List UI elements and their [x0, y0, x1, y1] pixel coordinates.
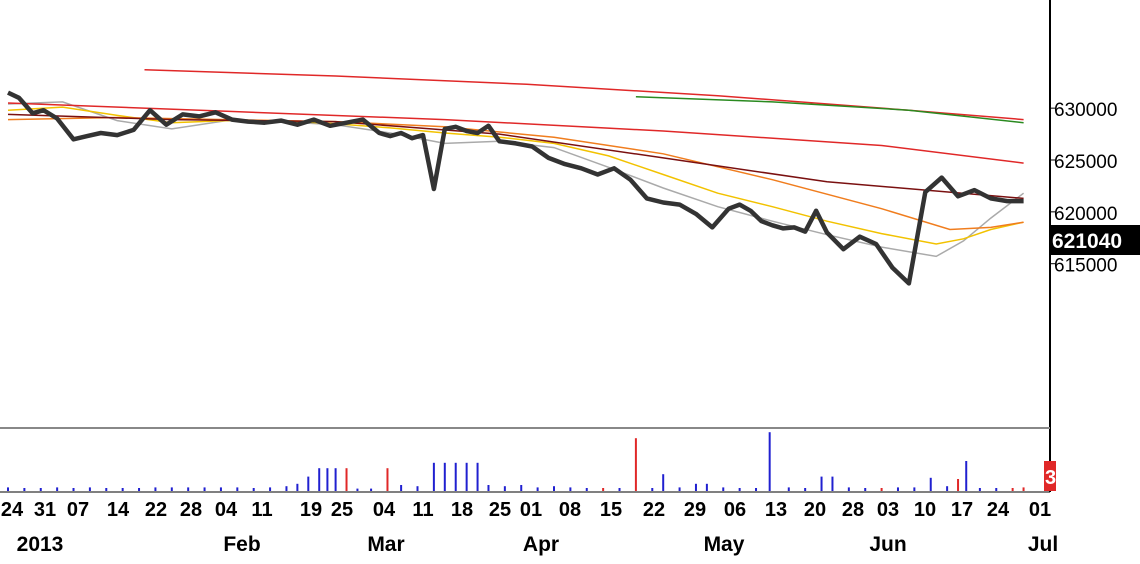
- last-price-box: [1050, 225, 1140, 255]
- volume-badge: 3: [1044, 461, 1056, 491]
- date-tick-label: 10: [914, 499, 936, 521]
- date-tick-label: 19: [300, 499, 322, 521]
- month-label: Jun: [869, 533, 906, 556]
- price-line: [7, 90, 1024, 286]
- date-tick-label: 11: [412, 499, 433, 521]
- month-label: Jul: [1028, 533, 1058, 556]
- moving-average-line-7: [635, 95, 1024, 124]
- price-tick-label: 625000: [1054, 152, 1117, 173]
- moving-average-line-3: [7, 116, 1024, 231]
- date-tick-label: 24: [1, 499, 24, 521]
- last-price-label: 621040: [1052, 230, 1122, 253]
- volume-badge-box: [1044, 461, 1056, 491]
- date-tick-labels: 24 31 07 14 22 28 04 11 19 25 04 11 18 25 01 08 15 22 29 06…: [1, 499, 1051, 521]
- date-tick-label: 14: [107, 499, 130, 521]
- date-tick-label: 03: [877, 499, 899, 521]
- moving-average-line-5: [7, 102, 1024, 164]
- moving-average-line-1: [7, 101, 1025, 258]
- date-tick-label: 28: [180, 499, 202, 521]
- price-tick-label: 620000: [1054, 204, 1117, 225]
- volume-badge-label: 3: [1045, 467, 1056, 489]
- date-tick-label: 17: [951, 499, 973, 521]
- date-tick-label: 06: [724, 499, 746, 521]
- date-tick-label: 29: [684, 499, 706, 521]
- price-layer: [7, 90, 1024, 286]
- date-tick-label: 22: [145, 499, 167, 521]
- date-tick-label: 01: [1029, 499, 1051, 521]
- date-tick-label: 04: [373, 499, 396, 521]
- date-tick-label: 24: [987, 499, 1010, 521]
- volume-layer: [7, 432, 1025, 491]
- price-tick-labels: 630000 625000 620000 615000: [1050, 100, 1117, 277]
- date-tick-label: 15: [600, 499, 622, 521]
- month-label: Feb: [223, 533, 260, 556]
- date-tick-label: 22: [643, 499, 665, 521]
- month-label: May: [704, 533, 745, 556]
- date-tick-label: 25: [489, 499, 511, 521]
- date-tick-label: 11: [251, 499, 272, 521]
- month-label: Apr: [523, 533, 559, 556]
- date-tick-label: 25: [331, 499, 353, 521]
- month-label: 2013: [17, 533, 64, 556]
- date-tick-label: 31: [34, 499, 56, 521]
- date-tick-label: 13: [765, 499, 787, 521]
- month-labels: 2013 Feb Mar Apr May Jun Jul: [17, 533, 1059, 556]
- last-price-marker: 621040: [1050, 225, 1140, 255]
- price-tick-label: 630000: [1054, 100, 1117, 121]
- date-tick-label: 20: [804, 499, 826, 521]
- month-label: Mar: [367, 533, 404, 556]
- date-tick-label: 01: [520, 499, 542, 521]
- date-tick-label: 08: [559, 499, 581, 521]
- date-tick-label: 07: [67, 499, 89, 521]
- date-tick-label: 28: [842, 499, 864, 521]
- date-tick-label: 18: [451, 499, 473, 521]
- date-tick-label: 04: [215, 499, 238, 521]
- price-tick-label: 615000: [1054, 256, 1117, 277]
